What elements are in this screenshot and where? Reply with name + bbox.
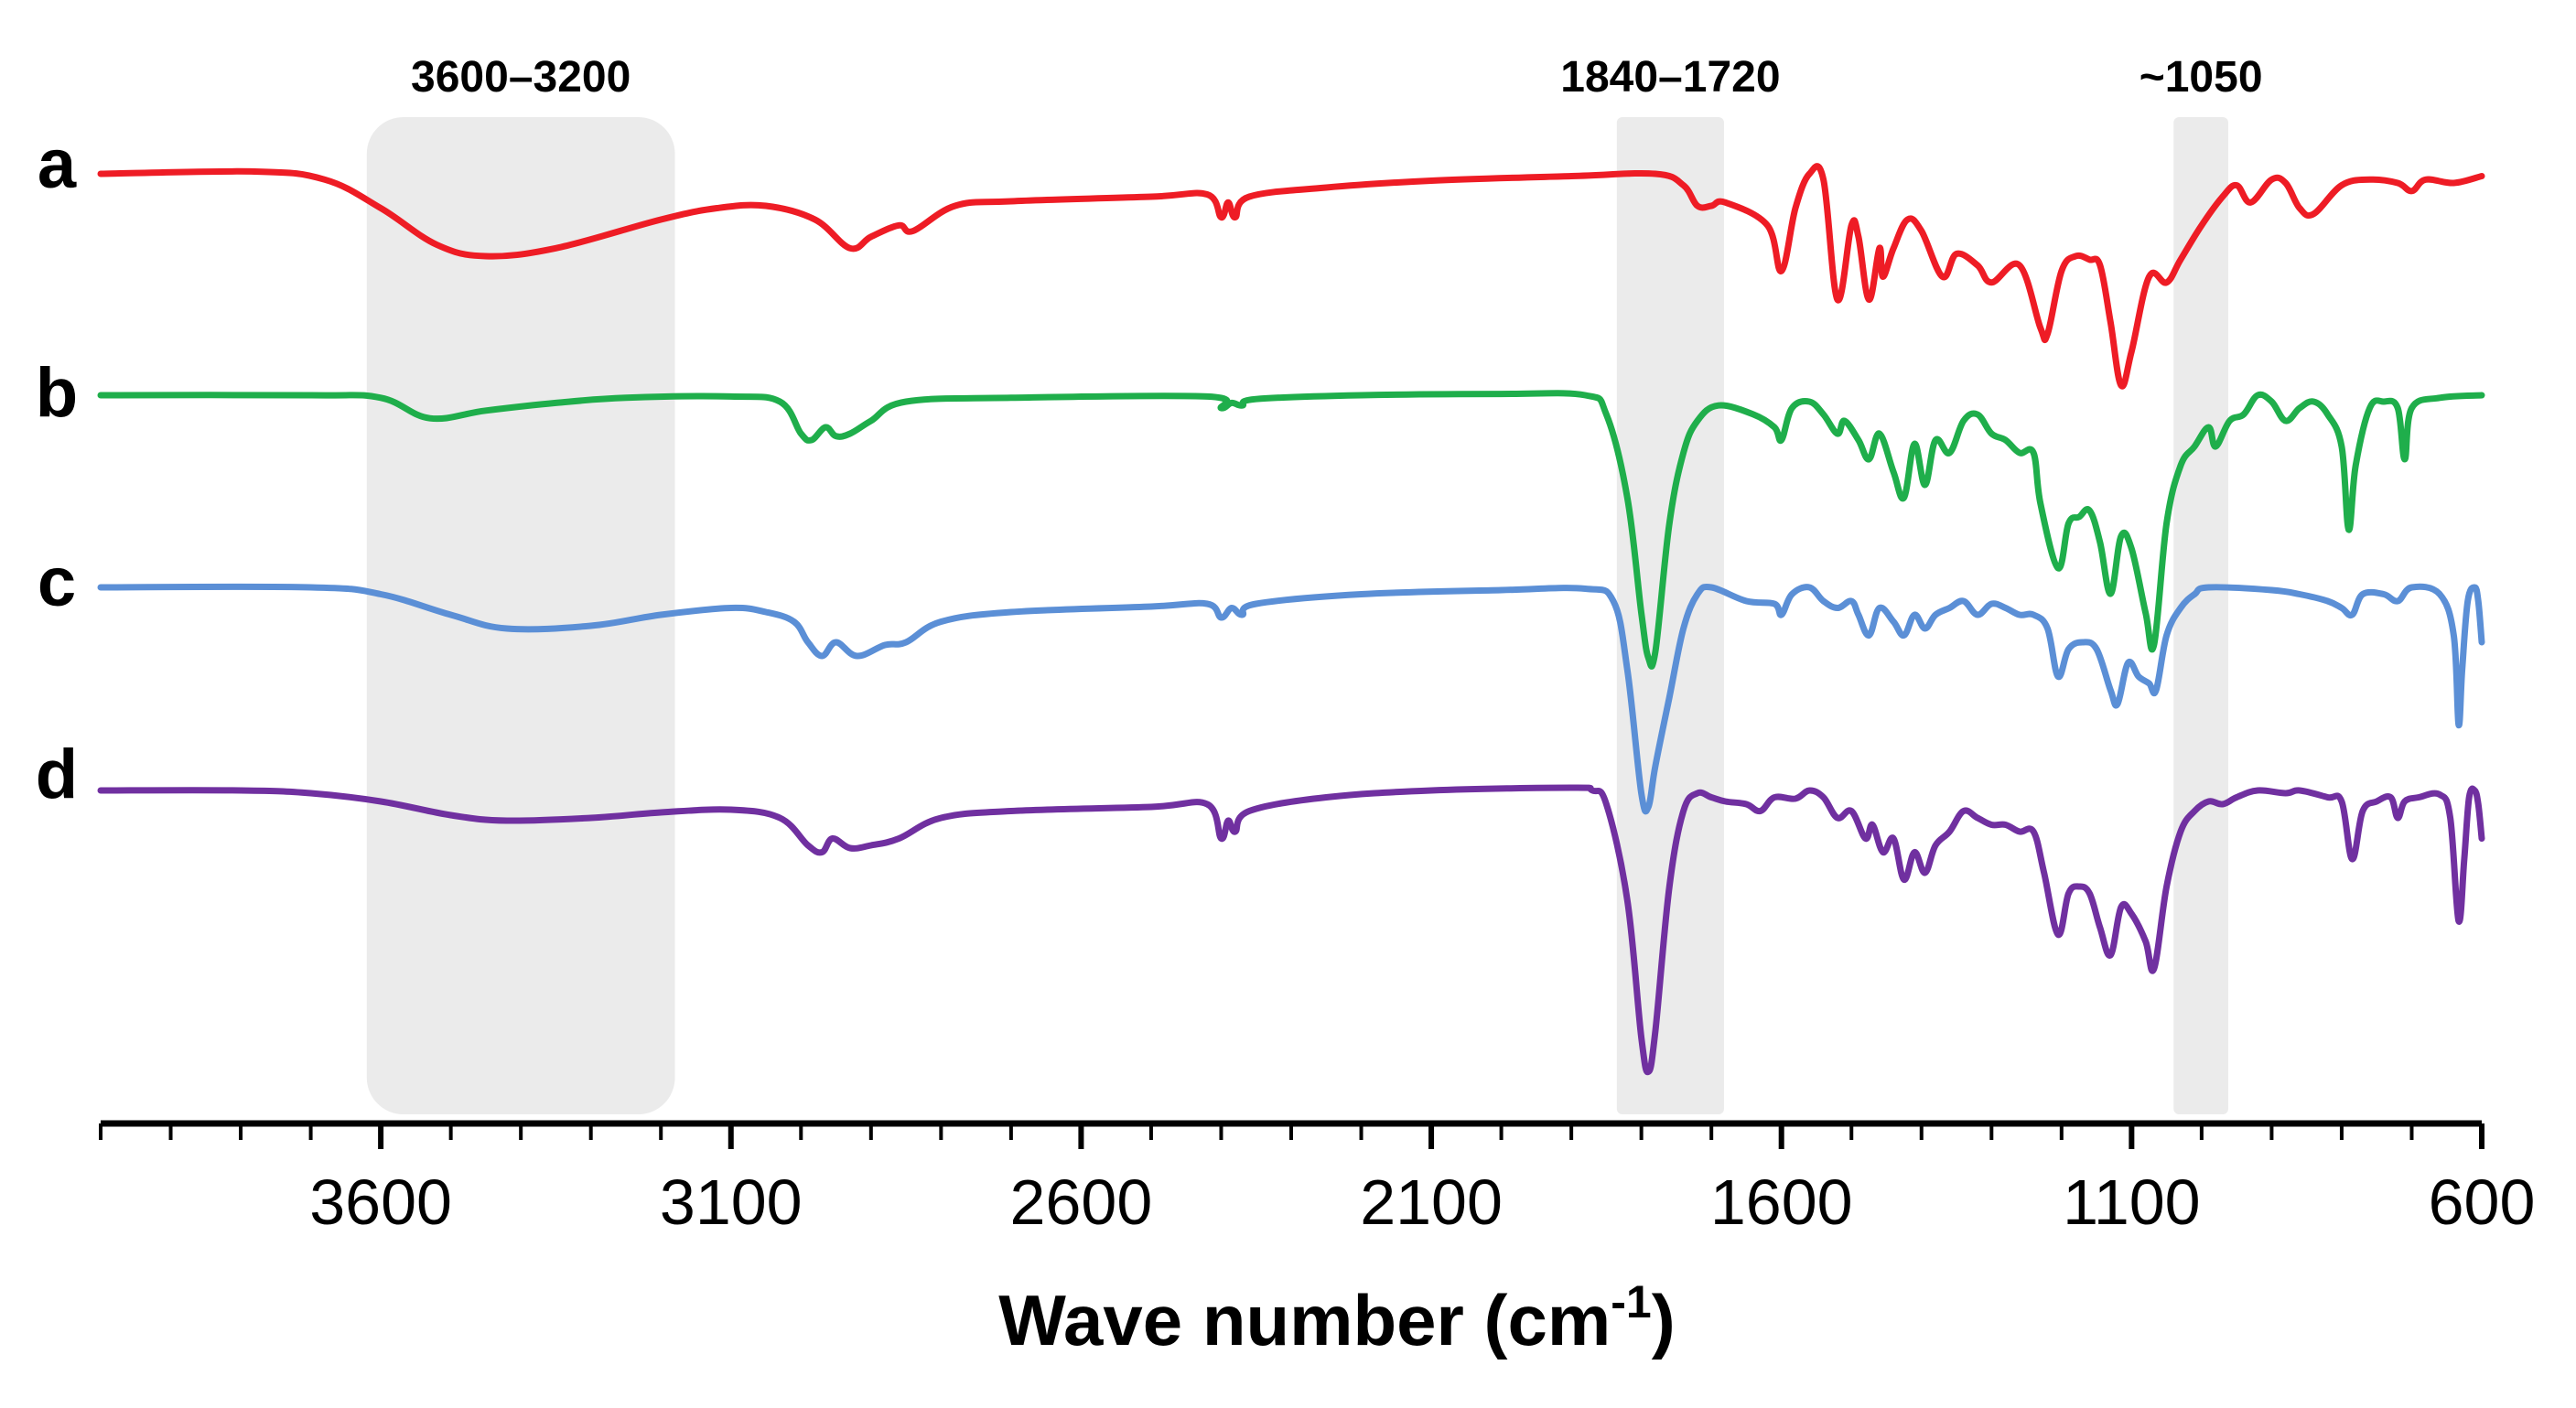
x-axis-title: Wave number (cm-1) — [998, 1276, 1675, 1360]
highlight-band-label: ~1050 — [2139, 53, 2263, 102]
highlight-band — [2173, 117, 2228, 1114]
highlight-band-labels: 3600–3200 1840–1720 ~1050 — [411, 53, 2262, 102]
highlight-band-label: 1840–1720 — [1560, 53, 1780, 102]
spectrum-line-c — [97, 583, 2485, 815]
spectrum-line-d — [97, 784, 2485, 1076]
x-axis-title-close: ) — [1652, 1280, 1676, 1360]
x-axis: 3600 3100 2600 2100 1600 1100 600 — [99, 1120, 2536, 1238]
spectrum-label-a: a — [38, 125, 77, 203]
x-tick-label: 2600 — [1010, 1166, 1153, 1238]
spectrum-label-b: b — [36, 354, 78, 432]
highlight-band — [1616, 117, 1724, 1114]
x-tick-label: 3100 — [660, 1166, 803, 1238]
x-tick-label: 3600 — [309, 1166, 452, 1238]
x-axis-title-main: Wave number (cm — [998, 1280, 1611, 1360]
x-axis-title-superscript: -1 — [1611, 1276, 1651, 1327]
x-tick-label: 1100 — [2063, 1166, 2201, 1238]
highlight-bands — [366, 117, 2228, 1114]
x-tick-label: 2100 — [1360, 1166, 1503, 1238]
spectrum-line-a — [97, 163, 2485, 390]
x-tick-label: 600 — [2429, 1166, 2536, 1238]
highlight-band-label: 3600–3200 — [411, 53, 631, 102]
spectrum-label-d: d — [36, 736, 78, 813]
spectra-labels: a b c d — [36, 125, 78, 813]
highlight-band — [366, 117, 675, 1114]
spectrum-line-b — [97, 390, 2485, 670]
spectrum-label-c: c — [38, 543, 76, 621]
x-tick-label: 1600 — [1710, 1166, 1853, 1238]
spectra-lines — [97, 163, 2485, 1076]
